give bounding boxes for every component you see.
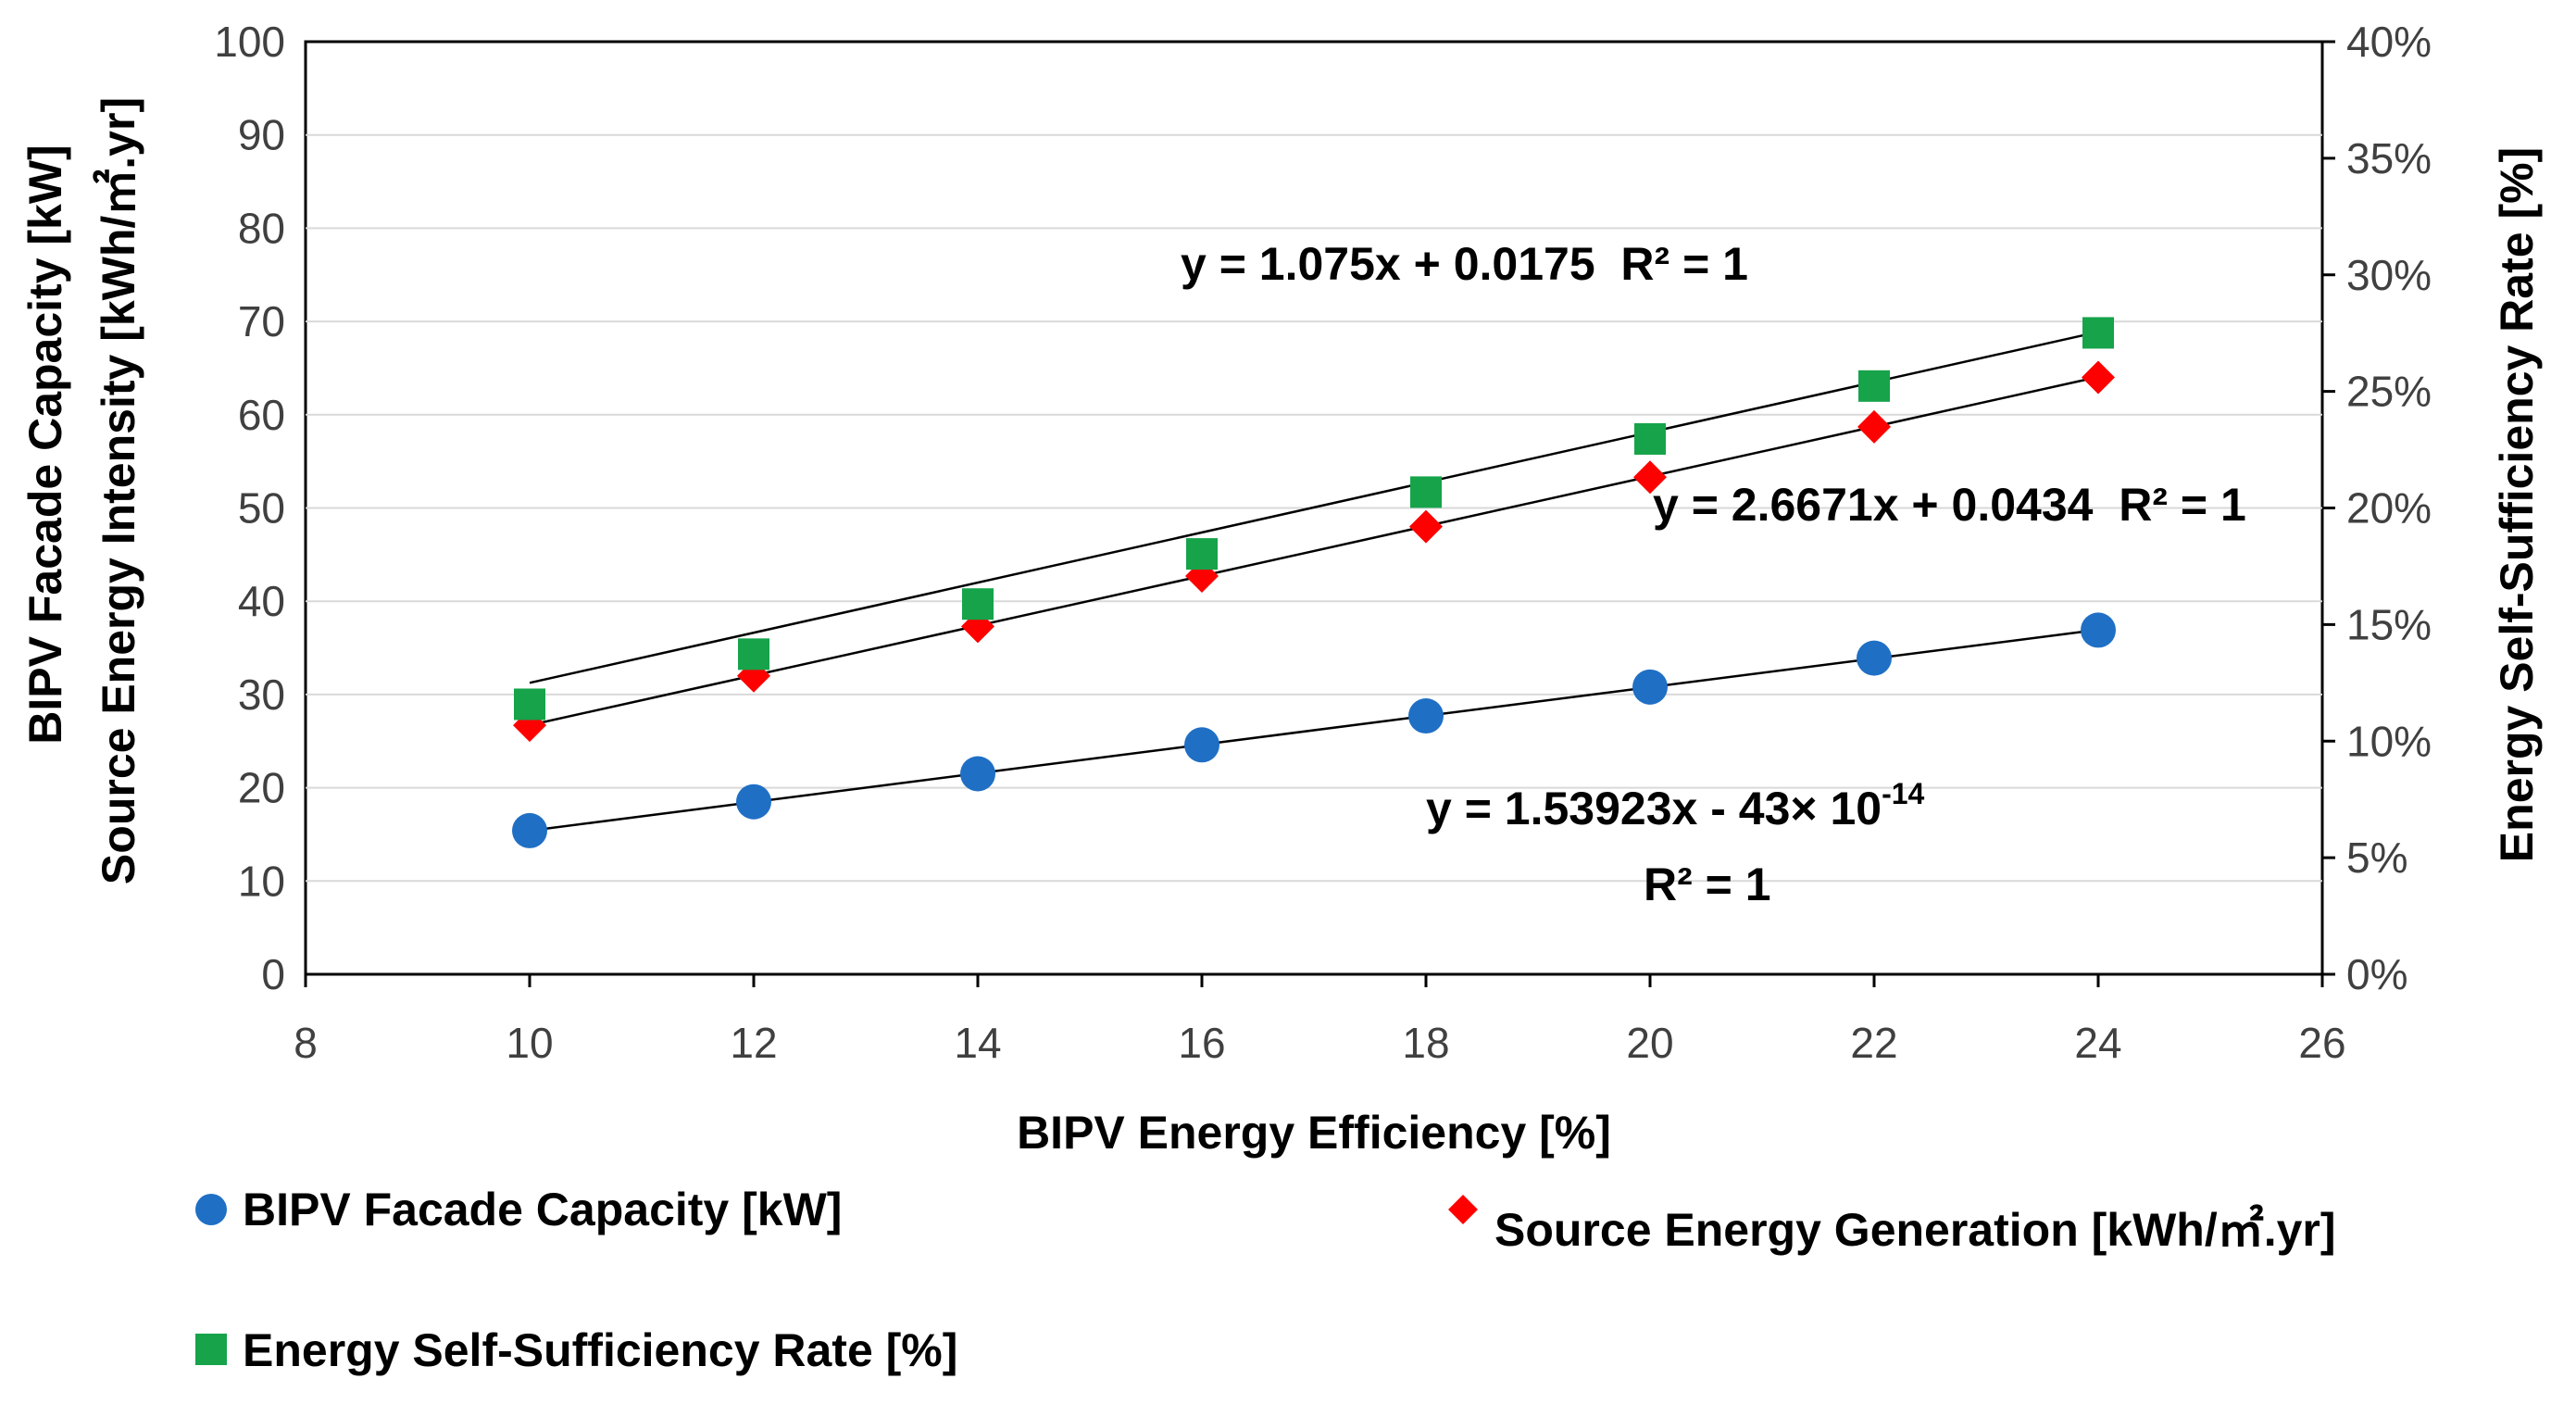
point-circle-10	[512, 812, 547, 848]
legend-label-source: Source Energy Generation [kWh/㎡.yr]	[1494, 1204, 2336, 1256]
point-circle-22	[1857, 640, 1892, 676]
x-axis-ticks: 8 10 12 14 16 18 20 22 24 26	[294, 974, 2346, 1067]
trendline-series-2	[529, 331, 2099, 684]
legend-marker-ssr	[195, 1334, 227, 1365]
legend-label-capacity: BIPV Facade Capacity [kW]	[243, 1184, 842, 1235]
point-circle-12	[736, 783, 771, 820]
point-square-20	[1634, 422, 1666, 455]
y-tick-label: 10	[238, 857, 285, 905]
y-tick-label: 30	[238, 671, 285, 719]
y2-tick-label: 5%	[2346, 834, 2407, 882]
point-circle-14	[960, 756, 995, 792]
x-tick-label: 10	[506, 1019, 553, 1067]
equation-capacity-r2: R² = 1	[1644, 859, 1771, 910]
y2-tick-label: 40%	[2346, 18, 2432, 66]
y-tick-label: 70	[238, 297, 285, 345]
trendlines	[529, 331, 2099, 833]
legend-marker-capacity	[195, 1194, 227, 1225]
point-circle-20	[1632, 669, 1668, 705]
y-tick-label: 60	[238, 391, 285, 439]
point-square-12	[738, 638, 769, 671]
point-circle-16	[1184, 727, 1219, 763]
point-square-16	[1186, 538, 1218, 570]
y2-tick-label: 10%	[2346, 717, 2432, 765]
point-square-14	[962, 588, 994, 621]
y2-tick-label: 20%	[2346, 484, 2432, 533]
point-square-10	[514, 688, 545, 721]
y2-tick-label: 35%	[2346, 134, 2432, 182]
trendline-series-1	[529, 375, 2099, 727]
y-tick-label: 80	[238, 204, 285, 252]
x-tick-label: 12	[730, 1019, 777, 1067]
x-tick-label: 26	[2298, 1019, 2345, 1067]
legend: BIPV Facade Capacity [kW] Source Energy …	[195, 1184, 2336, 1376]
trendline-series-0	[529, 628, 2099, 833]
y-tick-label: 50	[238, 484, 285, 533]
data-marks	[512, 317, 2116, 848]
y-axis-title-line2: Source Energy Intensity [kWh/㎡.yr]	[93, 97, 144, 884]
equation-capacity-main: y = 1.53923x - 43× 10	[1426, 783, 1882, 834]
y-tick-label: 0	[261, 950, 285, 998]
y-tick-label: 40	[238, 577, 285, 625]
y2-tick-label: 15%	[2346, 600, 2432, 648]
y2-axis-title: Energy Self-Sufficiency Rate [%]	[2491, 147, 2543, 862]
point-square-24	[2082, 317, 2114, 349]
x-axis-title: BIPV Energy Efficiency [%]	[1017, 1107, 1611, 1159]
x-tick-label: 8	[294, 1019, 318, 1067]
legend-marker-source	[1448, 1195, 1478, 1224]
x-tick-label: 18	[1402, 1019, 1449, 1067]
equation-capacity: y = 1.53923x - 43× 10-14	[1426, 777, 1925, 834]
equation-capacity-exponent: -14	[1882, 777, 1924, 810]
y2-tick-label: 25%	[2346, 368, 2432, 416]
point-diamond-20	[1633, 460, 1667, 495]
legend-label-ssr: Energy Self-Sufficiency Rate [%]	[243, 1324, 957, 1376]
point-square-18	[1410, 476, 1442, 508]
x-tick-label: 16	[1178, 1019, 1225, 1067]
x-tick-label: 22	[1850, 1019, 1897, 1067]
point-circle-24	[2081, 612, 2116, 648]
equation-ssr: y = 1.075x + 0.0175 R² = 1	[1181, 238, 1748, 290]
y-axis-title-line1: BIPV Facade Capacity [kW]	[19, 144, 71, 744]
y-tick-label: 20	[238, 764, 285, 812]
point-diamond-18	[1409, 509, 1443, 544]
equation-source: y = 2.6671x + 0.0434 R² = 1	[1653, 479, 2246, 531]
x-tick-label: 20	[1626, 1019, 1673, 1067]
x-tick-label: 24	[2074, 1019, 2121, 1067]
point-circle-18	[1408, 698, 1444, 734]
y-tick-label: 90	[238, 111, 285, 159]
x-tick-label: 14	[954, 1019, 1001, 1067]
y-axis-ticks: 0 10 20 30 40 50 60 70 80 90 100	[214, 18, 285, 998]
point-diamond-22	[1857, 409, 1891, 444]
y2-tick-label: 30%	[2346, 251, 2432, 299]
point-square-22	[1858, 370, 1890, 402]
point-diamond-24	[2082, 360, 2115, 395]
y2-axis-ticks: 0% 5% 10% 15% 20% 25% 30% 35% 40%	[2322, 18, 2432, 998]
y-tick-label: 100	[214, 18, 285, 66]
gridlines	[306, 133, 2322, 883]
y2-tick-label: 0%	[2346, 950, 2407, 998]
